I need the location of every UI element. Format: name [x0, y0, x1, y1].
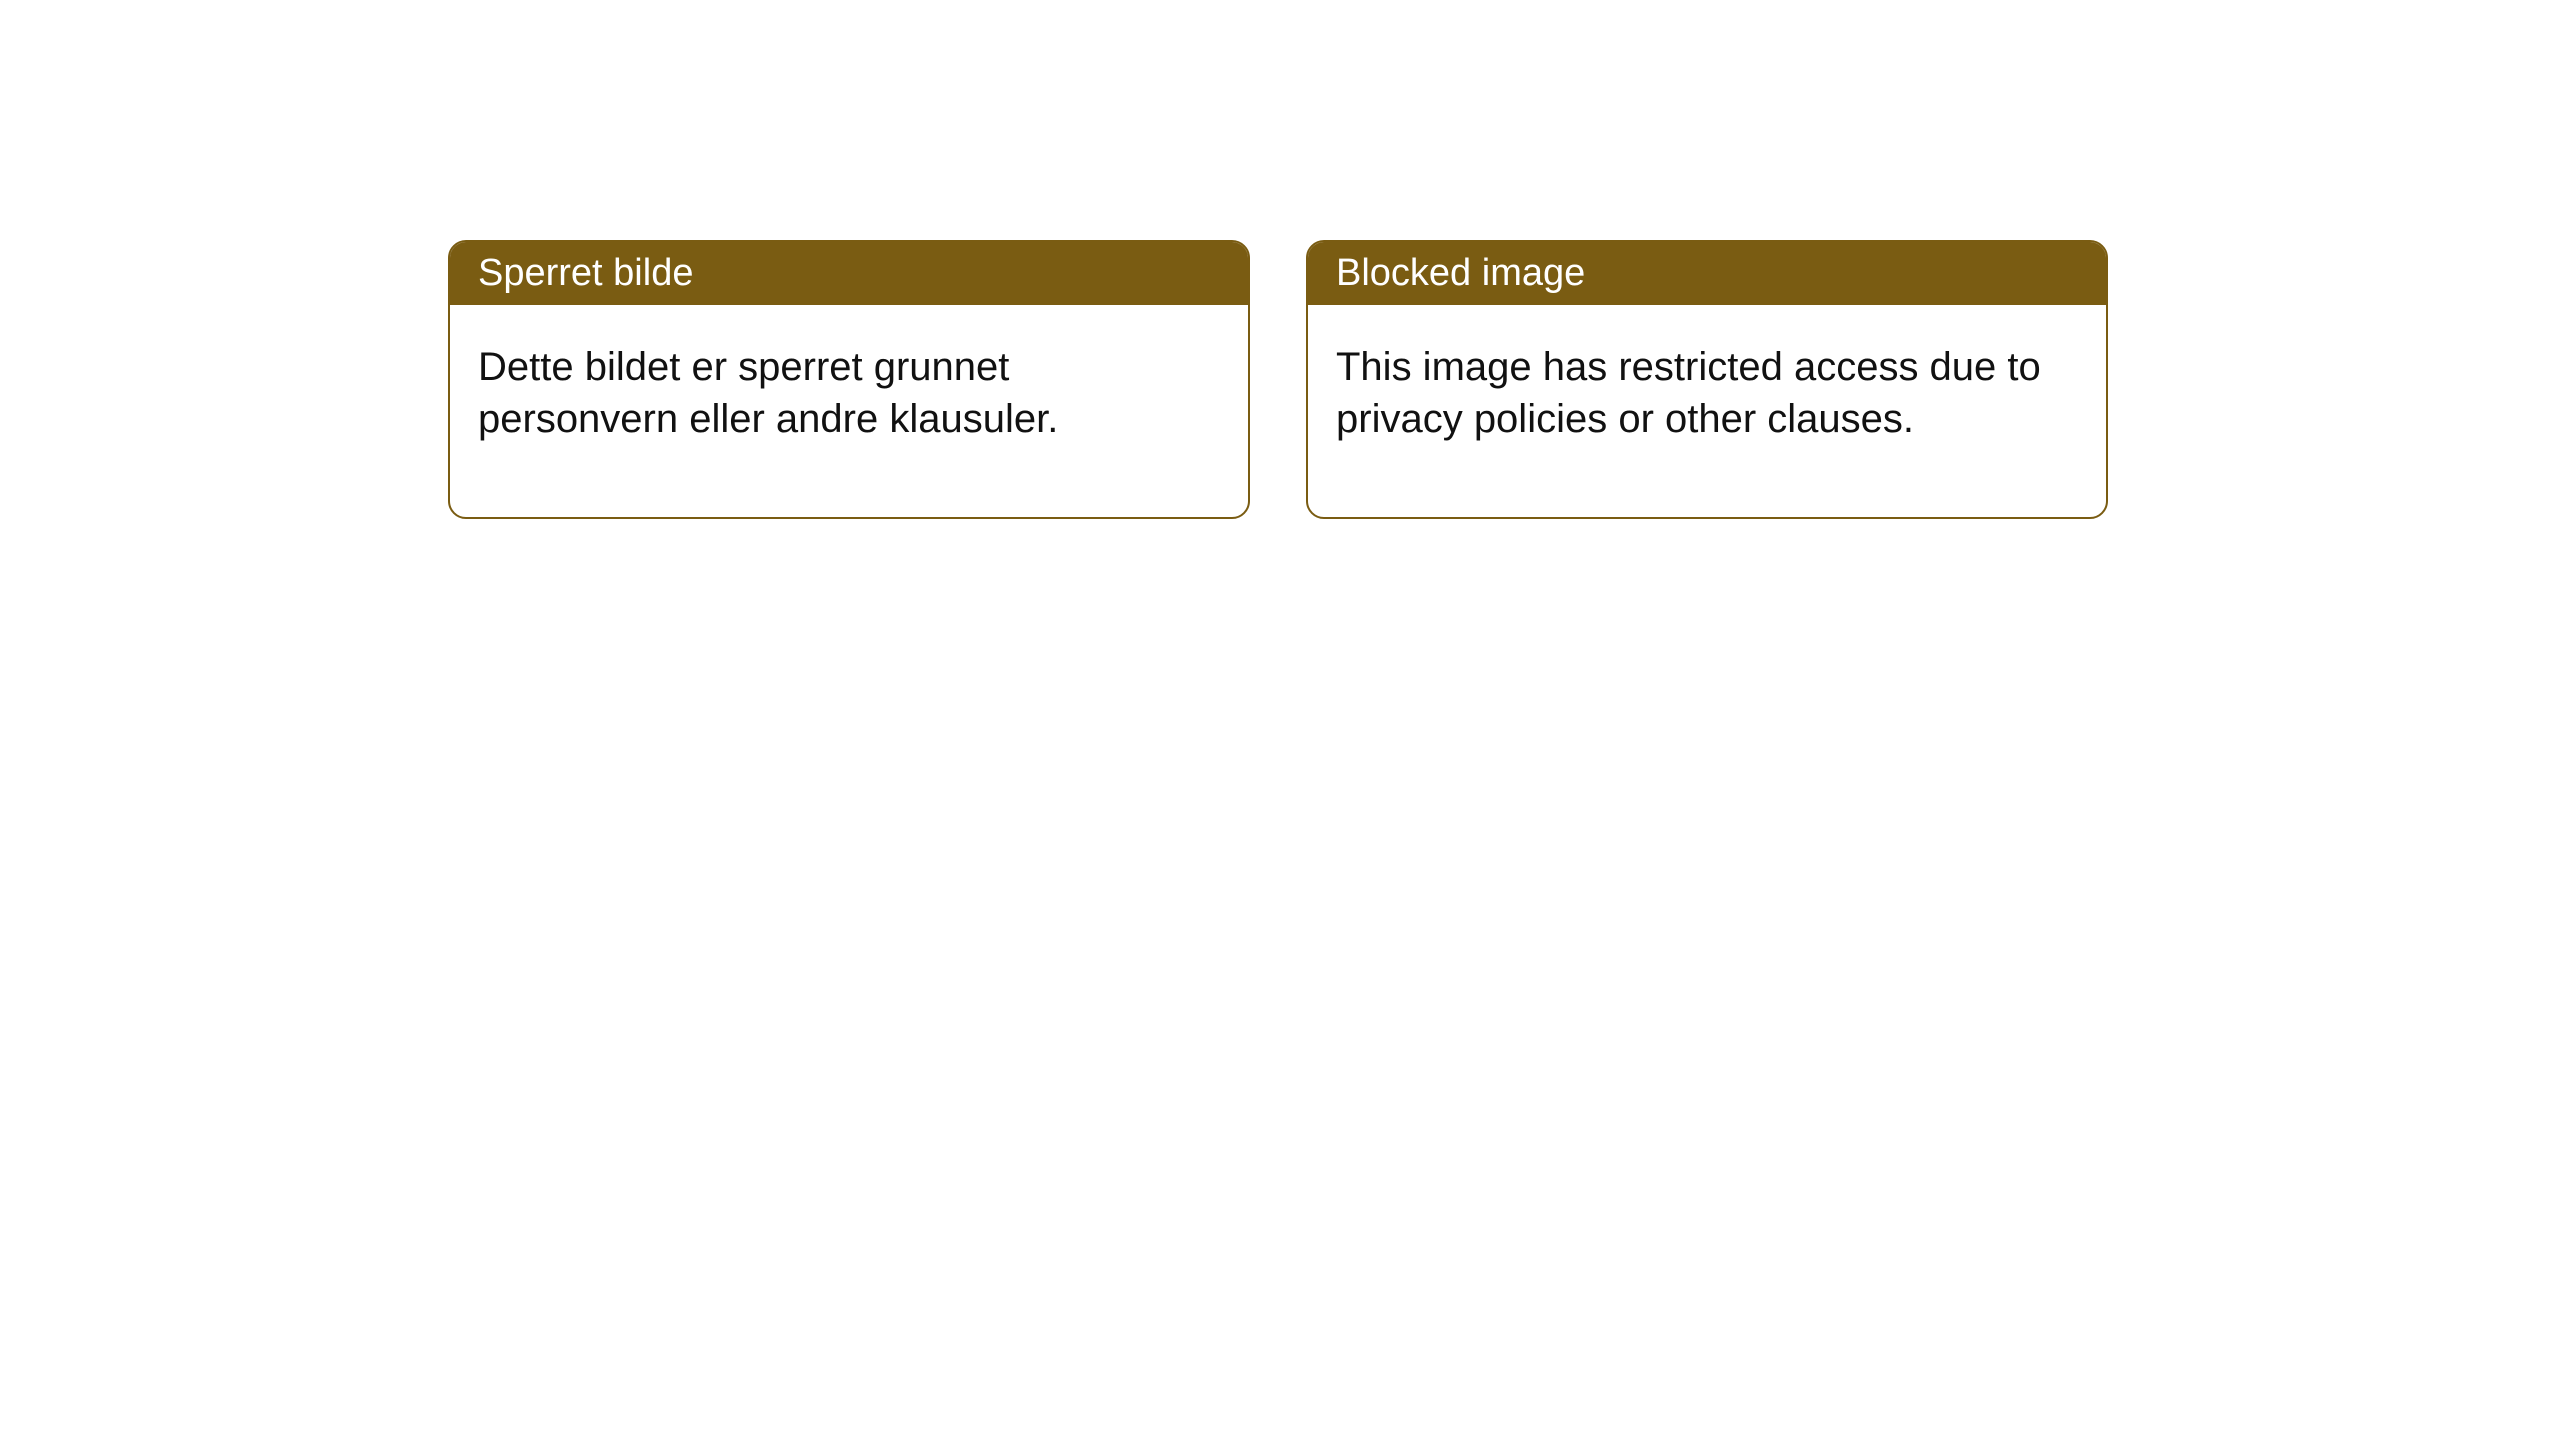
notice-body-english: This image has restricted access due to …	[1308, 305, 2106, 517]
notice-header-norwegian: Sperret bilde	[450, 242, 1248, 305]
notice-body-norwegian: Dette bildet er sperret grunnet personve…	[450, 305, 1248, 517]
notice-box-english: Blocked image This image has restricted …	[1306, 240, 2108, 519]
notice-box-norwegian: Sperret bilde Dette bildet er sperret gr…	[448, 240, 1250, 519]
notice-container: Sperret bilde Dette bildet er sperret gr…	[448, 240, 2108, 519]
notice-header-english: Blocked image	[1308, 242, 2106, 305]
